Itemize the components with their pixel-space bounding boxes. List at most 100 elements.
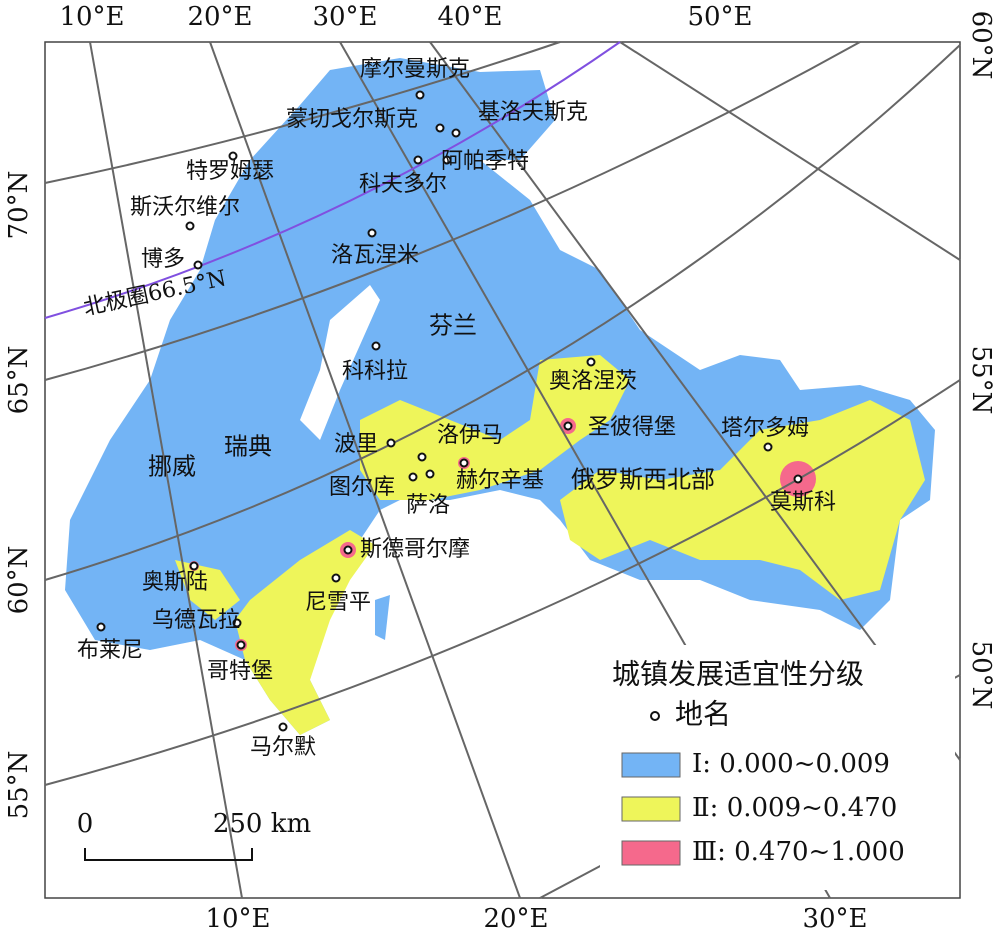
scale-start: 0	[77, 809, 94, 839]
place-label: 洛瓦涅米	[331, 243, 419, 268]
place-label: 博多	[141, 247, 185, 272]
legend-class-label: Ⅱ: 0.009~0.470	[692, 793, 897, 823]
region-label: 挪威	[148, 453, 196, 481]
meridian	[209, 41, 521, 899]
zone-ii	[175, 560, 240, 620]
arctic-circle-line	[44, 41, 621, 319]
zone-ii	[560, 400, 925, 600]
place-point	[367, 228, 377, 238]
place-label: 波里	[334, 432, 378, 457]
place-point	[228, 151, 238, 161]
graticule-label: 65°N	[4, 346, 34, 415]
legend-swatch	[621, 840, 681, 866]
place-point	[451, 128, 461, 138]
graticule-label: 30°E	[312, 2, 377, 32]
place-point	[763, 442, 773, 452]
place-point	[425, 469, 435, 479]
place-label: 奥洛涅茨	[549, 369, 637, 394]
graticule-label: 70°N	[4, 171, 34, 240]
place-label: 特罗姆瑟	[186, 159, 274, 184]
place-point	[96, 622, 106, 632]
lake	[300, 285, 380, 440]
place-label: 斯德哥尔摩	[360, 537, 470, 562]
place-point	[193, 260, 203, 270]
place-label: 哥特堡	[207, 659, 273, 684]
place-label: 赫尔辛基	[456, 468, 544, 493]
place-point	[413, 155, 423, 165]
legend-title: 城镇发展适宜性分级	[612, 658, 864, 691]
region-label: 芬兰	[429, 312, 477, 340]
zone-ii	[235, 530, 375, 735]
graticule-label: 60°N	[966, 11, 996, 80]
graticule-label: 55°N	[966, 346, 996, 415]
legend-point-symbol	[650, 711, 660, 721]
graticule-label: 30°E	[802, 904, 867, 934]
place-point	[232, 618, 242, 628]
land-area	[65, 58, 935, 735]
scale-bar: 0 250 km	[77, 809, 311, 861]
place-point	[371, 341, 381, 351]
place-point	[415, 90, 425, 100]
place-label: 布莱尼	[77, 638, 143, 663]
graticule-label: 50°N	[966, 641, 996, 710]
meridian	[619, 41, 961, 261]
meridian	[89, 41, 243, 899]
place-label: 尼雪平	[305, 590, 371, 615]
region-label: 瑞典	[224, 433, 272, 461]
place-label: 阿帕季特	[441, 149, 529, 174]
place-point	[563, 421, 573, 431]
place-label: 科夫多尔	[359, 172, 447, 197]
place-label: 斯沃尔维尔	[130, 195, 240, 220]
place-point	[586, 357, 596, 367]
place-point	[459, 458, 469, 468]
graticule-label: 40°E	[437, 2, 502, 32]
graticule-label: 20°E	[187, 2, 252, 32]
place-label: 奥斯陆	[142, 570, 208, 595]
parallel	[44, 379, 961, 786]
place-label: 科科拉	[342, 359, 408, 384]
place-label: 马尔默	[250, 735, 316, 760]
graticule-label: 60°N	[4, 546, 34, 615]
place-point	[793, 474, 803, 484]
legend: 城镇发展适宜性分级 地名 Ⅰ: 0.000~0.009 Ⅱ: 0.009~0.47…	[600, 645, 955, 890]
place-label: 塔尔多姆	[721, 416, 809, 441]
graticule-labels: 10°E 20°E 30°E 40°E 50°E 10°E 20°E 30°E 60°N 55°N…	[4, 2, 996, 934]
parallel	[44, 41, 561, 184]
legend-class-label: Ⅲ: 0.470~1.000	[692, 837, 905, 867]
graticule-label: 10°E	[59, 2, 124, 32]
place-point	[386, 438, 396, 448]
legend-class-label: Ⅰ: 0.000~0.009	[692, 749, 890, 779]
land	[65, 58, 935, 735]
place-label: 萨洛	[406, 493, 450, 518]
place-point	[343, 545, 353, 555]
place-point	[331, 573, 341, 583]
scale-end: 250 km	[213, 809, 311, 839]
place-point	[442, 155, 452, 165]
place-point	[185, 221, 195, 231]
place-label: 图尔库	[329, 475, 395, 500]
parallel	[44, 44, 961, 581]
scale-bar-line	[84, 848, 253, 861]
place-label: 摩尔曼斯克	[360, 57, 470, 82]
legend-swatch	[621, 796, 681, 822]
place-point	[435, 123, 445, 133]
place-point	[236, 640, 246, 650]
graticule-label: 20°E	[483, 904, 548, 934]
place-point	[278, 722, 288, 732]
place-point	[189, 561, 199, 571]
graticule-label: 55°N	[4, 751, 34, 820]
graticule-label: 50°E	[687, 2, 752, 32]
meridian	[429, 41, 961, 761]
place-label: 乌德瓦拉	[152, 608, 240, 633]
place-label: 蒙切戈尔斯克	[286, 107, 418, 132]
region-label: 俄罗斯西北部	[571, 466, 715, 494]
zone-ii	[360, 355, 630, 500]
graticule-label: 10°E	[205, 904, 270, 934]
place-point	[408, 472, 418, 482]
legend-point-label: 地名	[675, 698, 731, 731]
place-label: 基洛夫斯克	[478, 100, 588, 125]
place-label: 圣彼得堡	[588, 415, 676, 440]
